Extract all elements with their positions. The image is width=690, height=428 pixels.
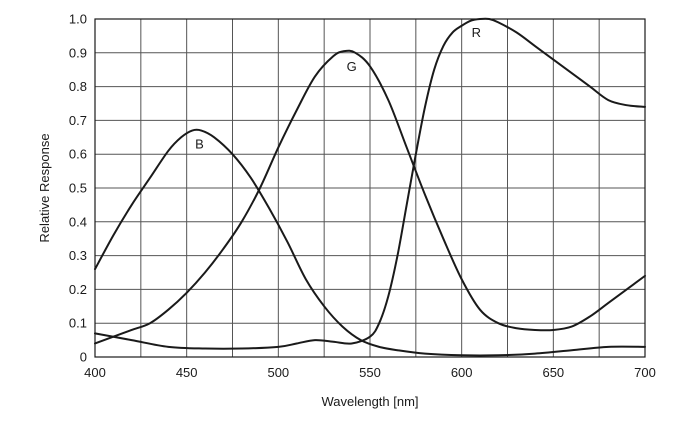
curves bbox=[94, 17, 646, 357]
y-tick-label: 0.5 bbox=[69, 181, 87, 196]
curve-r bbox=[94, 17, 646, 350]
y-tick-label: 0.6 bbox=[69, 147, 87, 162]
y-tick-label: 0.8 bbox=[69, 79, 87, 94]
y-tick-label: 0.4 bbox=[69, 214, 87, 229]
curve-label-b: B bbox=[195, 137, 204, 152]
y-tick-label: 0.7 bbox=[69, 113, 87, 128]
x-tick-label: 600 bbox=[451, 365, 473, 380]
curve-label-g: G bbox=[347, 59, 357, 74]
y-tick-label: 0.3 bbox=[69, 248, 87, 263]
y-tick-label: 0.2 bbox=[69, 282, 87, 297]
curve-b bbox=[94, 128, 646, 357]
x-tick-label: 550 bbox=[359, 365, 381, 380]
x-axis-ticks: 400 450 500 550 600 650 700 bbox=[84, 365, 656, 380]
x-axis-title: Wavelength [nm] bbox=[321, 394, 418, 409]
curve-label-r: R bbox=[472, 25, 481, 40]
x-tick-label: 700 bbox=[634, 365, 656, 380]
curve-g bbox=[94, 49, 646, 345]
x-tick-label: 500 bbox=[267, 365, 289, 380]
y-tick-label: 0.1 bbox=[69, 316, 87, 331]
y-axis-ticks: 0 0.1 0.2 0.3 0.4 0.5 0.6 0.7 0.8 0.9 1.0 bbox=[69, 12, 87, 365]
x-tick-label: 450 bbox=[176, 365, 198, 380]
grid bbox=[95, 19, 645, 357]
y-tick-label: 0 bbox=[80, 350, 87, 365]
plot-frame bbox=[94, 18, 646, 358]
x-tick-label: 400 bbox=[84, 365, 106, 380]
curve-labels: B G R bbox=[195, 25, 481, 152]
x-tick-label: 650 bbox=[542, 365, 564, 380]
y-axis-title: Relative Response bbox=[37, 133, 52, 242]
y-tick-label: 1.0 bbox=[69, 12, 87, 27]
y-tick-label: 0.9 bbox=[69, 45, 87, 60]
